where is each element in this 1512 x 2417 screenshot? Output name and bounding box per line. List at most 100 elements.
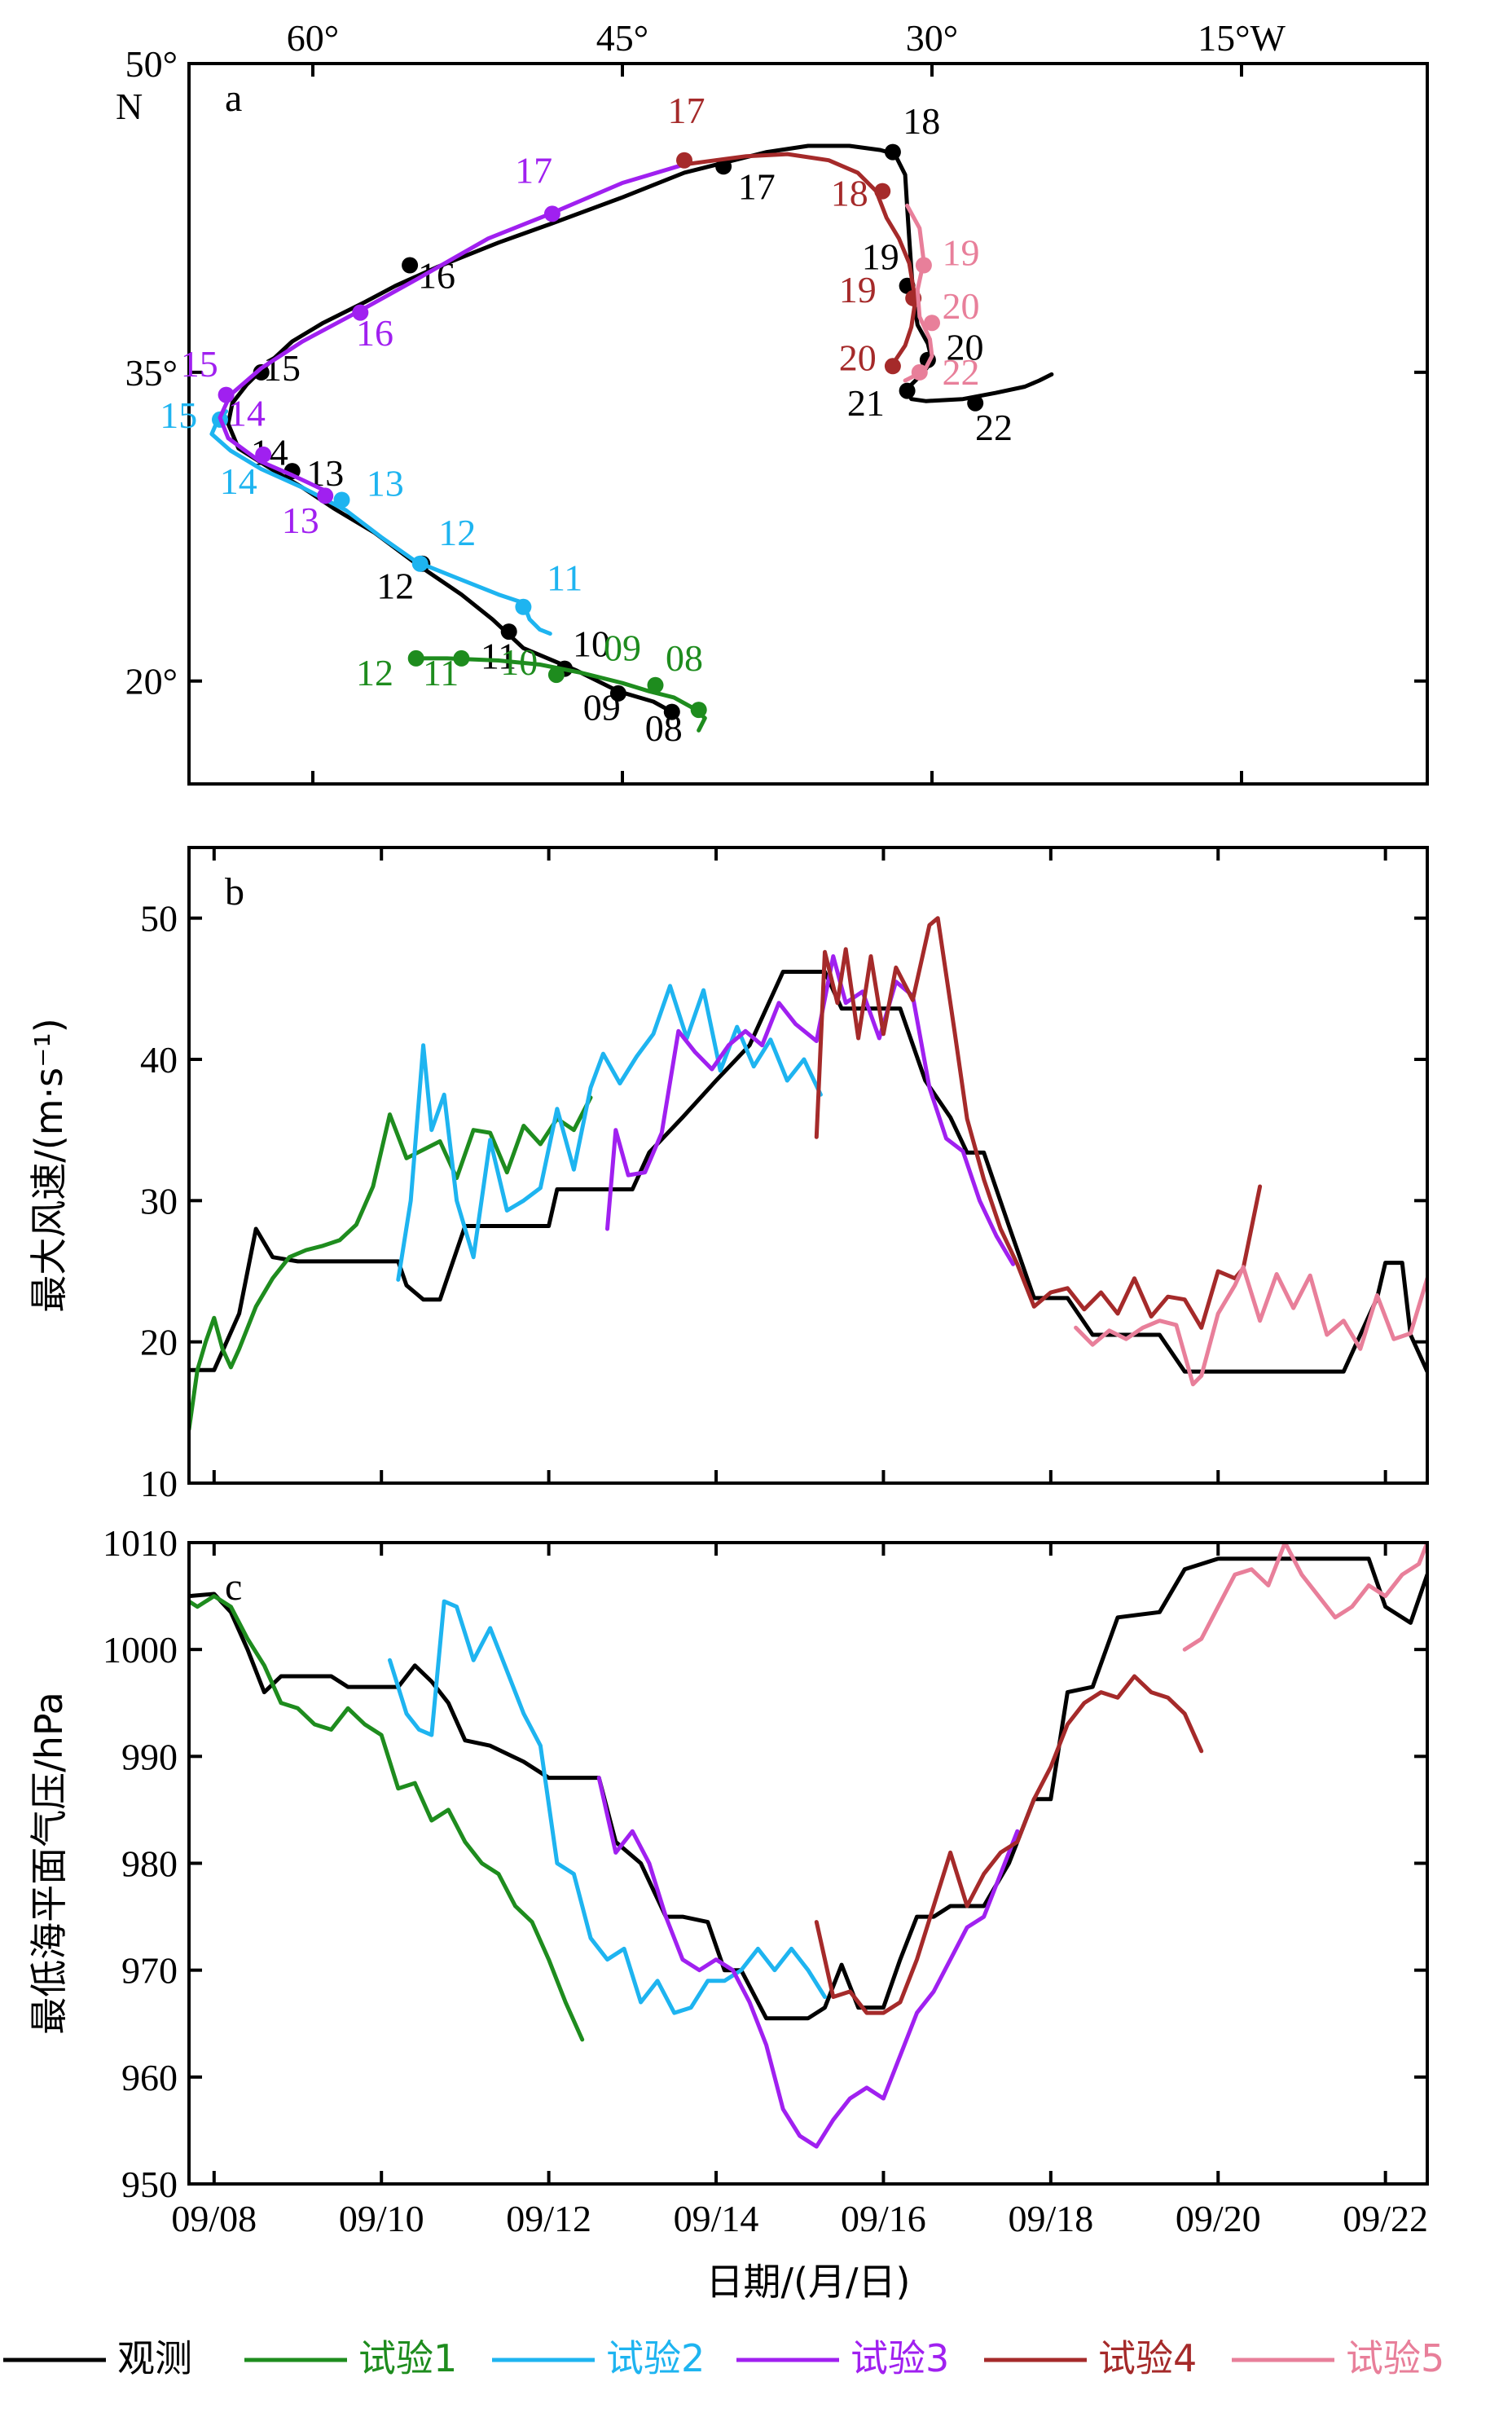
max-wind-panel: 10 20 30 40 50 b 最大风速/(m·s⁻¹) xyxy=(27,846,1429,1504)
max-wind-line-5 xyxy=(1074,1265,1427,1387)
track-date-label: 11 xyxy=(423,652,459,693)
min-pressure-x-tick-label: 09/20 xyxy=(1176,2198,1261,2239)
track-date-label: 14 xyxy=(228,393,266,434)
track-date-label: 12 xyxy=(376,566,414,607)
track-date-label: 20 xyxy=(839,337,877,378)
lat-tick-label: 20° xyxy=(125,661,178,702)
lon-tick-label: 60° xyxy=(287,17,339,59)
track-date-label: 11 xyxy=(481,636,516,677)
min-pressure-panel-label: c xyxy=(225,1565,242,1609)
track-marker xyxy=(253,363,270,381)
track-date-label: 15 xyxy=(160,394,197,436)
track-marker xyxy=(218,386,235,403)
min-pressure-x-tick-label: 09/22 xyxy=(1343,2198,1428,2239)
track-marker xyxy=(317,487,334,504)
track-marker xyxy=(676,152,692,169)
track-date-label: 22 xyxy=(943,351,980,393)
max-wind-line-4 xyxy=(814,916,1263,1330)
track-marker xyxy=(333,491,350,508)
min-pressure-y-axis-title: 最低海平面气压/hPa xyxy=(27,1692,71,2035)
min-pressure-line-5 xyxy=(1182,1543,1427,1652)
track-marker xyxy=(500,623,517,641)
max-wind-frame xyxy=(187,846,1429,1485)
track-marker xyxy=(543,205,560,222)
track-date-label: 16 xyxy=(356,312,393,354)
max-wind-line-1 xyxy=(189,1095,593,1432)
track-date-label: 17 xyxy=(515,150,552,192)
min-pressure-y-tick-label: 990 xyxy=(121,1736,178,1777)
track-map-frame xyxy=(187,62,1429,786)
min-pressure-y-tick-label: 1000 xyxy=(103,1629,178,1671)
legend-label-1: 试验1 xyxy=(358,2336,457,2380)
lon-tick-label: 15°W xyxy=(1198,17,1286,59)
track-date-label: 10 xyxy=(500,641,538,683)
track-line-4 xyxy=(682,152,918,372)
min-pressure-x-tick-label: 09/08 xyxy=(171,2198,257,2239)
min-pressure-x-tick-label: 09/10 xyxy=(339,2198,424,2239)
min-pressure-line-0 xyxy=(189,1556,1427,2021)
min-pressure-line-3 xyxy=(596,1776,1020,2149)
min-pressure-x-axis-title: 日期/(月/日) xyxy=(706,2260,911,2304)
track-date-label: 09 xyxy=(583,687,621,729)
track-date-label: 13 xyxy=(367,462,404,504)
track-line-3 xyxy=(218,162,687,494)
track-date-label: 08 xyxy=(666,637,703,679)
legend-label-3: 试验3 xyxy=(850,2336,949,2380)
track-marker xyxy=(663,703,680,720)
max-wind-panel-label: b xyxy=(225,870,244,914)
min-pressure-line-2 xyxy=(388,1599,827,2015)
max-wind-y-tick-label: 40 xyxy=(140,1039,178,1081)
track-marker xyxy=(411,555,429,572)
track-marker xyxy=(911,363,928,381)
track-date-label: 12 xyxy=(356,652,393,693)
min-pressure-x-tick-label: 09/18 xyxy=(1008,2198,1093,2239)
min-pressure-y-tick-label: 950 xyxy=(121,2164,178,2205)
track-marker xyxy=(515,598,532,615)
panel-label-a: a xyxy=(225,77,242,120)
max-wind-y-tick-label: 20 xyxy=(140,1322,178,1363)
max-wind-y-axis-title: 最大风速/(m·s⁻¹) xyxy=(27,1018,71,1313)
track-date-label: 19 xyxy=(862,236,899,278)
track-date-label: 18 xyxy=(831,172,868,214)
min-pressure-frame xyxy=(187,1541,1429,2186)
min-pressure-series-group xyxy=(189,1543,1427,2149)
track-marker xyxy=(884,143,901,161)
track-marker xyxy=(255,446,272,463)
max-wind-line-0 xyxy=(189,970,1427,1374)
legend: 观测 试验1 试验2 试验3 试验4 试验5 xyxy=(3,2336,1444,2380)
track-marker xyxy=(899,382,916,399)
track-date-label: 13 xyxy=(282,500,319,541)
track-marker xyxy=(967,394,984,412)
max-wind-y-tick-label: 50 xyxy=(140,898,178,940)
track-date-label: 08 xyxy=(645,707,683,749)
min-pressure-x-tick-label: 09/12 xyxy=(506,2198,591,2239)
min-pressure-x-tick-label: 09/14 xyxy=(674,2198,759,2239)
max-wind-y-tick-label: 10 xyxy=(140,1463,178,1504)
track-marker xyxy=(874,183,891,200)
lon-tick-label: 30° xyxy=(906,17,958,59)
min-pressure-panel: 09/08 09/10 09/12 09/14 09/16 09/18 09/20 09/22… xyxy=(27,1522,1429,2304)
track-date-label: 20 xyxy=(943,285,980,327)
track-date-label: 11 xyxy=(547,557,582,599)
track-date-label: 18 xyxy=(903,100,940,142)
track-marker xyxy=(647,676,664,693)
track-date-label: 17 xyxy=(668,90,705,131)
min-pressure-line-1 xyxy=(189,1594,585,2042)
track-marker xyxy=(690,702,707,719)
track-date-label: 13 xyxy=(306,452,344,494)
track-marker xyxy=(453,649,470,667)
track-marker xyxy=(884,358,901,375)
min-pressure-y-tick-label: 980 xyxy=(121,1843,178,1885)
track-marker xyxy=(715,158,732,175)
track-date-label: 20 xyxy=(947,327,984,368)
legend-label-0: 观测 xyxy=(117,2336,192,2380)
max-wind-series-group xyxy=(189,916,1427,1432)
track-map-panel: 60°45°30°15°W50°35°20°Na0809101112131415… xyxy=(116,17,1429,786)
track-marker xyxy=(609,685,626,702)
track-marker xyxy=(407,649,424,667)
min-pressure-y-tick-label: 1010 xyxy=(103,1522,178,1564)
max-wind-line-2 xyxy=(396,984,823,1282)
track-date-label: 19 xyxy=(839,269,877,310)
min-pressure-y-tick-label: 970 xyxy=(121,1950,178,1992)
track-marker xyxy=(924,315,940,332)
